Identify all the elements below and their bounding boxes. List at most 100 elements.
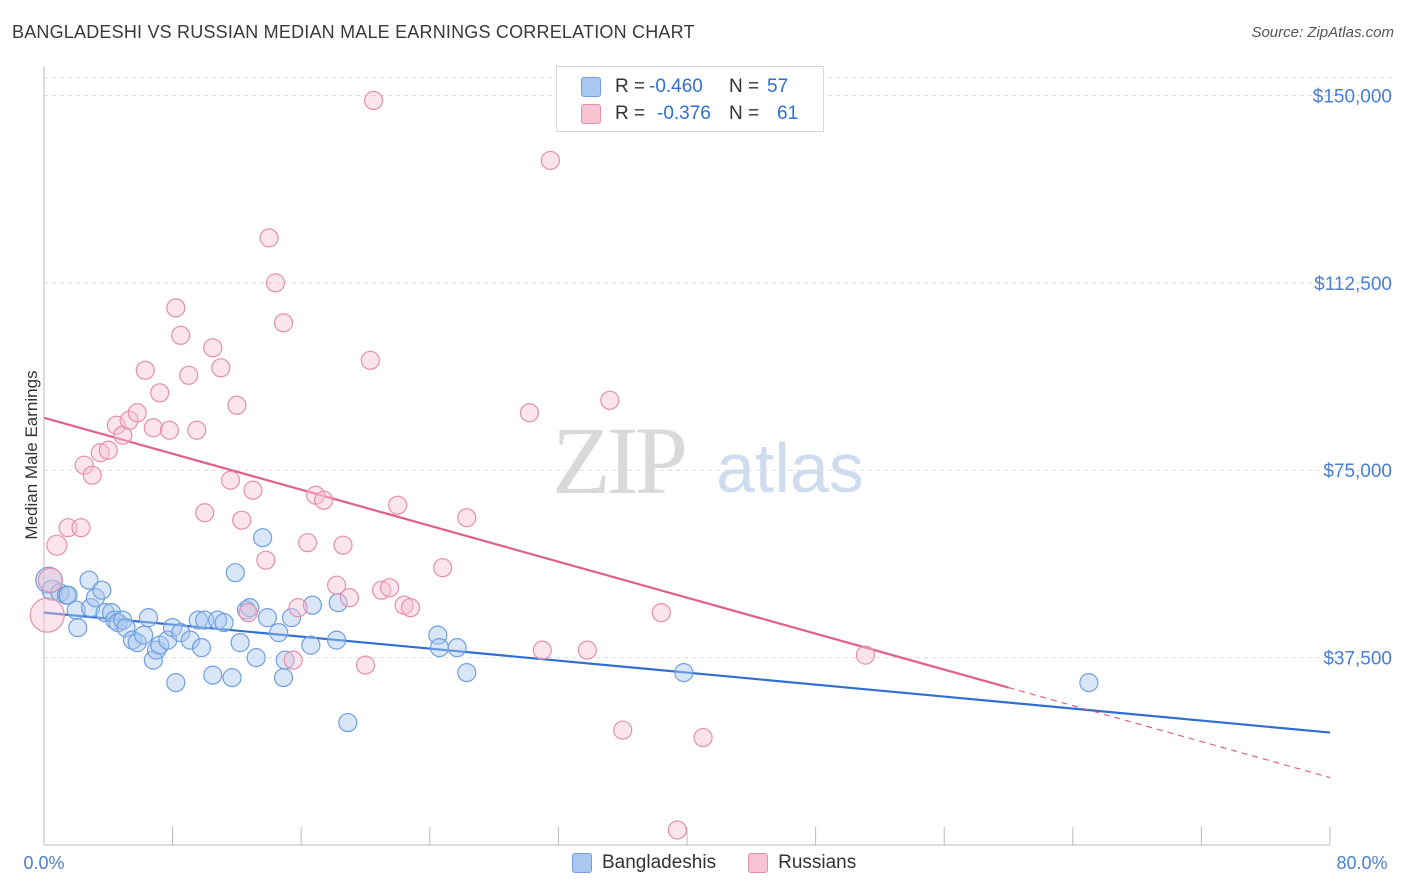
- correlation-legend: R = -0.460 N = 57 R = -0.376 N = 61: [556, 66, 824, 132]
- y-tick-label: $37,500: [1323, 649, 1392, 670]
- source-note: Source: ZipAtlas.com: [1251, 24, 1394, 41]
- point-russian: [265, 273, 286, 293]
- point-russian: [600, 390, 620, 410]
- point-bangladeshi: [171, 623, 191, 643]
- point-russian: [298, 533, 318, 553]
- point-bangladeshi: [301, 635, 321, 655]
- point-russian: [82, 465, 102, 485]
- point-russian: [371, 580, 392, 600]
- legend-n-label: N =: [729, 76, 760, 97]
- point-russian: [166, 298, 186, 318]
- gridlines: [44, 77, 1392, 659]
- point-russian: [388, 495, 408, 515]
- point-bangladeshi: [180, 630, 200, 650]
- point-russian: [433, 558, 453, 578]
- point-russian: [127, 403, 147, 423]
- point-russian: [855, 645, 876, 665]
- point-russian: [400, 598, 421, 618]
- point-russian: [98, 440, 118, 460]
- point-bangladeshi: [326, 630, 347, 650]
- legend-n-label: N =: [729, 103, 760, 124]
- point-bangladeshi: [302, 595, 323, 615]
- point-russian: [256, 550, 276, 570]
- point-russian: [211, 358, 231, 378]
- point-bangladeshi: [253, 528, 273, 548]
- point-bangladeshi: [166, 673, 186, 693]
- point-bangladeshi: [230, 633, 250, 653]
- point-bangladeshi: [105, 610, 125, 630]
- trend-line-bangladeshis: [43, 611, 1331, 734]
- point-russian: [171, 325, 191, 345]
- point-bangladeshi: [338, 712, 358, 733]
- point-russian: [243, 480, 263, 500]
- point-russian: [195, 503, 215, 523]
- point-bangladeshi: [138, 608, 159, 628]
- point-russian: [187, 420, 207, 440]
- point-russian: [613, 720, 633, 740]
- point-bangladeshi: [457, 663, 477, 683]
- point-russian: [457, 508, 477, 528]
- point-russian: [179, 365, 199, 385]
- point-bangladeshi: [85, 588, 106, 608]
- point-russian: [693, 727, 713, 748]
- point-russian: [143, 418, 163, 438]
- point-russian: [333, 535, 353, 555]
- point-russian: [259, 228, 279, 248]
- point-bangladeshi: [257, 608, 278, 628]
- point-russian: [667, 820, 687, 840]
- point-russian: [159, 420, 179, 440]
- trend-line-russians-extension: [1008, 687, 1331, 779]
- legend-r-value: -0.460: [649, 76, 703, 97]
- legend-swatch-russians: [748, 853, 769, 873]
- point-bangladeshi: [58, 585, 78, 605]
- series-legend: Bangladeshis Russians: [572, 852, 888, 874]
- point-russian: [363, 90, 384, 111]
- point-russian: [314, 490, 334, 510]
- point-russian: [651, 603, 671, 623]
- chart-title: BANGLADESHI VS RUSSIAN MEDIAN MALE EARNI…: [12, 22, 695, 42]
- point-russian: [339, 588, 360, 608]
- trend-line-russians: [43, 416, 1009, 689]
- point-russian: [532, 640, 552, 660]
- point-russian: [360, 350, 380, 370]
- legend-row-bangladeshis: R = -0.460 N = 57: [581, 75, 788, 99]
- point-bangladeshi: [214, 613, 234, 633]
- legend-r-value: -0.376: [657, 103, 711, 124]
- point-russian: [288, 598, 308, 618]
- y-tick-label: $75,000: [1323, 461, 1392, 482]
- point-russian: [90, 443, 110, 463]
- point-russian: [540, 150, 560, 171]
- point-russian: [355, 655, 376, 675]
- point-bangladeshi: [134, 625, 154, 645]
- point-russian: [326, 575, 347, 595]
- point-russian: [29, 597, 65, 633]
- watermark-atlas: atlas: [716, 429, 864, 507]
- point-bangladeshi: [281, 608, 302, 628]
- point-bangladeshi: [68, 618, 88, 638]
- point-bangladeshi: [273, 668, 294, 688]
- legend-r-label: R =: [615, 76, 646, 97]
- trend-lines: [43, 416, 1331, 779]
- point-bangladeshi: [203, 665, 223, 685]
- point-bangladeshi: [246, 648, 266, 668]
- legend-label-russians: Russians: [778, 852, 857, 873]
- point-russian: [283, 650, 303, 670]
- point-russian: [232, 510, 252, 530]
- point-russian: [150, 383, 170, 403]
- axes: [43, 66, 1331, 846]
- point-russian: [577, 640, 597, 660]
- y-tick-label: $150,000: [1313, 86, 1392, 107]
- legend-swatch-russians: [581, 104, 601, 124]
- watermark-zip: ZIP: [552, 407, 688, 514]
- point-bangladeshi: [429, 638, 450, 658]
- point-russian: [519, 403, 540, 423]
- point-bangladeshi: [191, 638, 212, 658]
- point-russian: [220, 470, 241, 490]
- point-russian: [203, 338, 223, 358]
- point-russian: [71, 518, 91, 538]
- point-russian: [46, 534, 68, 556]
- legend-n-value: 61: [777, 103, 799, 124]
- point-russian: [119, 410, 139, 430]
- point-bangladeshi: [275, 650, 295, 670]
